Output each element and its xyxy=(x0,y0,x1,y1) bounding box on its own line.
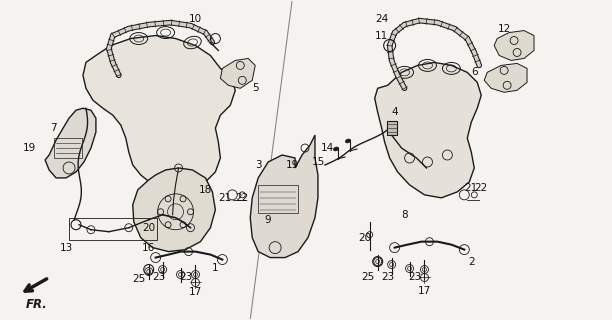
Text: 9: 9 xyxy=(265,215,272,225)
Text: 7: 7 xyxy=(50,123,56,133)
Text: 6: 6 xyxy=(471,68,477,77)
Bar xyxy=(69,218,157,240)
Text: 11: 11 xyxy=(375,30,388,41)
Polygon shape xyxy=(494,31,534,60)
Text: 14: 14 xyxy=(321,143,335,153)
Text: 1: 1 xyxy=(212,262,218,273)
Text: 2: 2 xyxy=(468,257,474,267)
Polygon shape xyxy=(220,59,255,88)
Bar xyxy=(387,121,397,135)
Text: 13: 13 xyxy=(59,243,73,252)
Polygon shape xyxy=(45,108,96,178)
Text: 21: 21 xyxy=(465,183,478,193)
Bar xyxy=(54,138,82,158)
Text: 20: 20 xyxy=(142,223,155,233)
Text: 4: 4 xyxy=(391,107,398,117)
Text: 24: 24 xyxy=(375,14,388,24)
Polygon shape xyxy=(83,36,235,190)
Text: 22: 22 xyxy=(236,193,249,203)
Polygon shape xyxy=(133,168,215,252)
Text: 21: 21 xyxy=(218,193,232,203)
Text: 23: 23 xyxy=(408,273,421,283)
Text: 16: 16 xyxy=(142,243,155,252)
Ellipse shape xyxy=(345,139,351,143)
Text: 25: 25 xyxy=(132,275,146,284)
Text: 25: 25 xyxy=(361,273,375,283)
Text: 23: 23 xyxy=(179,273,192,283)
Polygon shape xyxy=(484,63,527,92)
Polygon shape xyxy=(375,62,481,198)
Polygon shape xyxy=(250,135,318,258)
Bar xyxy=(258,185,298,213)
Text: 20: 20 xyxy=(358,233,371,243)
Text: 15: 15 xyxy=(312,157,324,167)
Ellipse shape xyxy=(334,147,338,151)
Text: 17: 17 xyxy=(189,287,202,297)
Text: 5: 5 xyxy=(252,83,258,93)
Text: 23: 23 xyxy=(152,273,165,283)
Text: 19: 19 xyxy=(285,160,299,170)
Text: FR.: FR. xyxy=(25,298,47,311)
Text: 22: 22 xyxy=(475,183,488,193)
Text: 3: 3 xyxy=(255,160,261,170)
Text: 12: 12 xyxy=(498,24,511,34)
Text: 19: 19 xyxy=(23,143,36,153)
Text: 8: 8 xyxy=(401,210,408,220)
Text: 10: 10 xyxy=(189,14,202,24)
Text: 17: 17 xyxy=(418,286,431,296)
Text: 23: 23 xyxy=(381,273,394,283)
Text: 18: 18 xyxy=(199,185,212,195)
